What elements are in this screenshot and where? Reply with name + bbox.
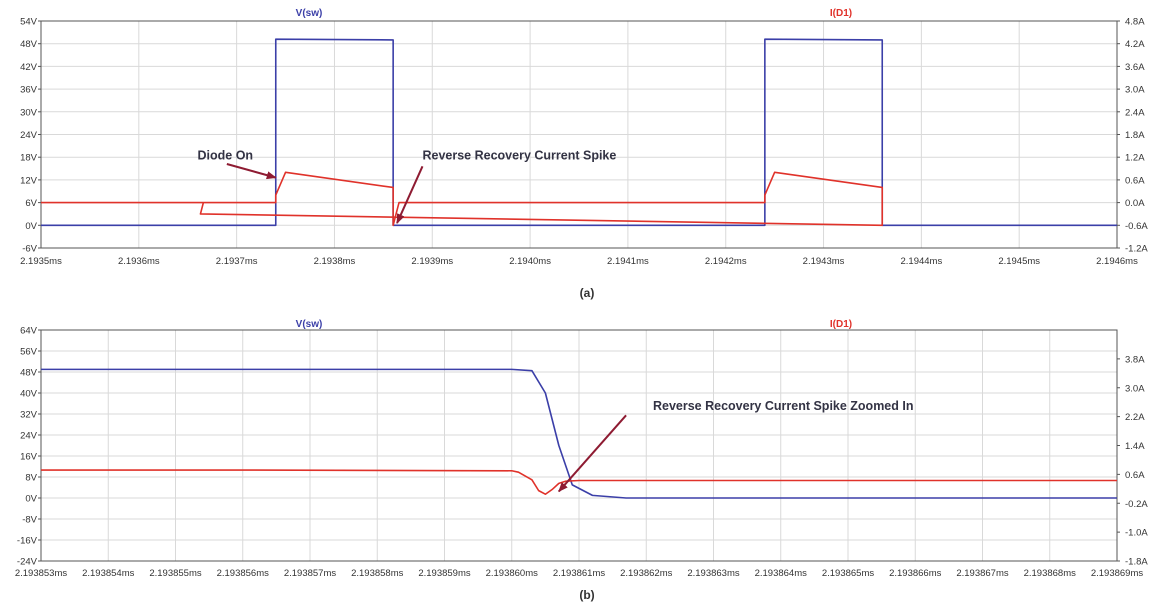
y-left-tick-label: 48V	[20, 39, 38, 50]
x-tick-label: 2.193864ms	[755, 568, 808, 579]
chart-a: 2.1935ms 2.1936ms 2.1937ms 2.1938ms 2.1939ms…	[20, 8, 1148, 300]
y-right-tick-label: -1.8A	[1125, 557, 1148, 568]
x-tick-label: 2.193862ms	[620, 568, 673, 579]
y-left-tick-label: 0V	[25, 494, 37, 505]
y-right-tick-label: 4.8A	[1125, 17, 1145, 28]
x-tick-label: 2.193866ms	[889, 568, 942, 579]
chart-b: 2.193853ms 2.193854ms 2.193855ms 2.193856ms…	[15, 319, 1149, 602]
annotation-arrow	[226, 163, 277, 180]
y-left-tick-label: -8V	[22, 515, 37, 526]
x-tick-label: 2.1935ms	[20, 256, 62, 267]
y-left-tick-label: -16V	[17, 536, 38, 547]
y-left-tick-label: 56V	[20, 347, 38, 358]
x-tick-label: 2.193868ms	[1024, 568, 1077, 579]
x-tick-label: 2.193854ms	[82, 568, 135, 579]
y-right-tick-label: 2.2A	[1125, 412, 1145, 423]
y-right-tick-label: 3.0A	[1125, 85, 1145, 96]
x-tick-label: 2.193860ms	[486, 568, 539, 579]
x-tick-label: 2.193857ms	[284, 568, 337, 579]
y-left-tick-label: 32V	[20, 410, 38, 421]
series-line-vsw	[41, 368, 1117, 499]
x-tick-label: 2.1946ms	[1096, 256, 1138, 267]
chart-caption: (b)	[579, 588, 594, 602]
x-tick-label: 2.193853ms	[15, 568, 68, 579]
y-right-tick-label: 0.6A	[1125, 470, 1145, 481]
x-tick-label: 2.193867ms	[956, 568, 1009, 579]
y-left-tick-label: 24V	[20, 130, 38, 141]
y-left-tick-label: 42V	[20, 62, 38, 73]
x-tick-label: 2.193869ms	[1091, 568, 1144, 579]
x-tick-label: 2.193861ms	[553, 568, 606, 579]
x-tick-label: 2.1936ms	[118, 256, 160, 267]
y-right-tick-label: 1.2A	[1125, 153, 1145, 164]
x-tick-label: 2.1938ms	[314, 256, 356, 267]
y-right-tick-label: 2.4A	[1125, 107, 1145, 118]
y-left-tick-label: 64V	[20, 326, 38, 337]
legend-entry-vsw: V(sw)	[296, 319, 323, 330]
y-right-tick-label: -1.2A	[1125, 244, 1148, 255]
y-left-tick-label: 6V	[25, 198, 37, 209]
y-right-tick-label: 0.0A	[1125, 198, 1145, 209]
x-tick-label: 2.193855ms	[149, 568, 202, 579]
x-tick-label: 2.193858ms	[351, 568, 404, 579]
annotation-label: Reverse Recovery Current Spike	[422, 148, 616, 162]
y-right-tick-label: 1.4A	[1125, 441, 1145, 452]
y-left-tick-label: 18V	[20, 153, 38, 164]
y-right-tick-label: 4.2A	[1125, 39, 1145, 50]
legend-entry-id1: I(D1)	[830, 8, 852, 19]
plot-frame	[40, 329, 1118, 562]
chart-caption: (a)	[580, 286, 595, 300]
legend-entry-vsw: V(sw)	[296, 8, 323, 19]
y-left-tick-label: 24V	[20, 431, 38, 442]
y-left-tick-label: 36V	[20, 85, 38, 96]
annotation-label: Reverse Recovery Current Spike Zoomed In	[653, 399, 914, 413]
plot-frame	[40, 20, 1118, 249]
x-tick-label: 2.1940ms	[509, 256, 551, 267]
y-right-tick-label: 3.0A	[1125, 383, 1145, 394]
x-tick-label: 2.1944ms	[900, 256, 942, 267]
annotation-label: Diode On	[198, 148, 254, 162]
series-line-id1	[41, 171, 884, 227]
legend-entry-id1: I(D1)	[830, 319, 852, 330]
x-tick-label: 2.193859ms	[418, 568, 471, 579]
y-left-tick-label: -6V	[22, 244, 37, 255]
y-left-tick-label: 30V	[20, 107, 38, 118]
y-right-tick-label: -0.6A	[1125, 221, 1148, 232]
x-tick-label: 2.193863ms	[687, 568, 740, 579]
y-right-tick-label: -1.0A	[1125, 528, 1148, 539]
y-left-tick-label: 16V	[20, 452, 38, 463]
y-left-tick-label: 54V	[20, 17, 38, 28]
y-left-tick-label: 12V	[20, 175, 38, 186]
y-left-tick-label: 40V	[20, 389, 38, 400]
y-right-tick-label: 3.8A	[1125, 354, 1145, 365]
x-tick-label: 2.1945ms	[998, 256, 1040, 267]
y-right-tick-label: -0.2A	[1125, 499, 1148, 510]
y-left-tick-label: 48V	[20, 368, 38, 379]
x-tick-label: 2.1941ms	[607, 256, 649, 267]
series-line-vsw	[41, 38, 1117, 227]
x-tick-label: 2.193865ms	[822, 568, 875, 579]
y-right-tick-label: 3.6A	[1125, 62, 1145, 73]
x-tick-label: 2.1939ms	[411, 256, 453, 267]
x-tick-label: 2.1942ms	[705, 256, 747, 267]
y-left-tick-label: -24V	[17, 557, 38, 568]
annotation-arrow	[396, 165, 424, 224]
y-left-tick-label: 8V	[25, 473, 37, 484]
x-tick-label: 2.1937ms	[216, 256, 258, 267]
annotation-arrow	[558, 414, 627, 493]
y-right-tick-label: 1.8A	[1125, 130, 1145, 141]
y-right-tick-label: 0.6A	[1125, 175, 1145, 186]
x-tick-label: 2.1943ms	[803, 256, 845, 267]
y-left-tick-label: 0V	[25, 221, 37, 232]
x-tick-label: 2.193856ms	[217, 568, 270, 579]
